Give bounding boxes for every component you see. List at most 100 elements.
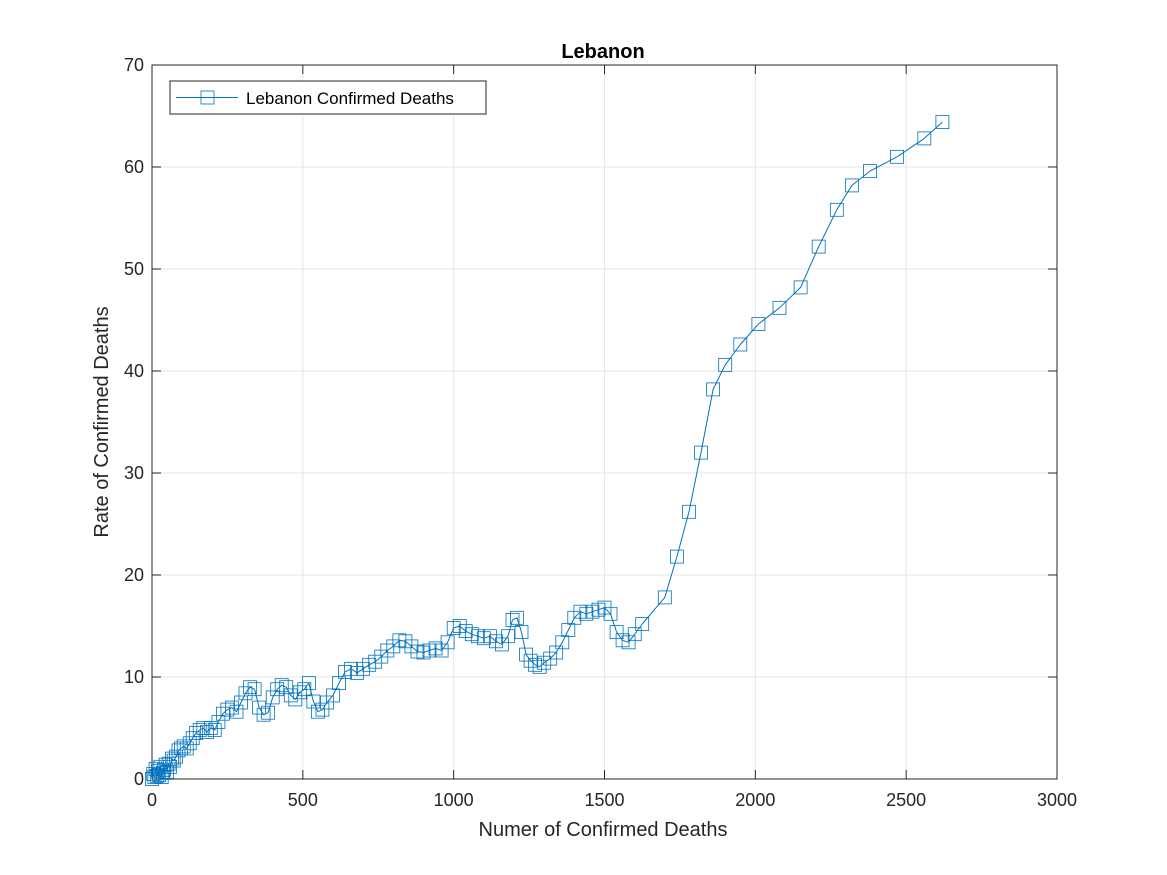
data-point-marker <box>154 770 169 784</box>
data-point-marker <box>238 686 253 701</box>
y-tick-label: 50 <box>124 259 144 279</box>
y-axis-title: Rate of Confirmed Deaths <box>91 306 113 537</box>
data-point-marker <box>279 680 294 695</box>
data-point-marker <box>917 131 932 146</box>
y-tick-label: 0 <box>134 769 144 789</box>
data-point-marker <box>234 695 248 710</box>
data-point-marker <box>670 549 684 564</box>
data-point-marker <box>374 649 389 664</box>
data-point-marker <box>229 704 244 719</box>
data-point-marker <box>488 634 503 649</box>
data-point-marker <box>682 504 696 519</box>
data-point-marker <box>464 627 479 642</box>
data-point-marker <box>890 149 904 164</box>
data-point-marker <box>270 682 285 697</box>
data-point-marker <box>829 202 844 217</box>
data-point-marker <box>537 655 552 670</box>
data-point-marker <box>452 619 467 633</box>
data-point-marker <box>356 661 371 676</box>
data-point-marker <box>261 705 276 720</box>
data-point-marker <box>549 645 564 660</box>
data-point-marker <box>310 704 325 719</box>
chart-title: Lebanon <box>561 41 644 63</box>
data-point-marker <box>145 772 159 786</box>
data-point-marker <box>398 634 413 649</box>
data-point-marker <box>585 604 600 619</box>
x-tick-label: 500 <box>288 790 318 810</box>
data-point-marker <box>326 688 340 703</box>
data-point-marker <box>211 715 226 729</box>
data-point-marker <box>146 767 161 781</box>
data-point-marker <box>694 445 708 460</box>
y-tick-label: 20 <box>124 565 144 585</box>
x-tick-label: 2500 <box>886 790 926 810</box>
data-point-marker <box>185 731 200 746</box>
y-tick-label: 40 <box>124 361 144 381</box>
data-point-marker <box>256 707 271 722</box>
data-point-marker <box>220 702 235 717</box>
data-point-marker <box>591 602 606 617</box>
data-point-marker <box>845 178 859 193</box>
data-point-marker <box>482 629 497 644</box>
axis-ticks: 0 500 1000 1500 2000 2500 3000 0 10 20 30 40 50 60 70 <box>124 55 1077 810</box>
data-point-marker <box>615 633 630 648</box>
data-point-marker <box>446 621 461 635</box>
data-point-marker <box>751 317 766 332</box>
legend: Lebanon Confirmed Deaths <box>169 80 487 115</box>
data-point-marker <box>733 337 748 352</box>
data-point-marker <box>510 610 524 625</box>
data-point-marker <box>265 690 280 705</box>
y-tick-label: 70 <box>124 55 144 75</box>
data-point-marker <box>532 659 547 674</box>
data-point-marker <box>434 643 449 658</box>
x-tick-label: 1000 <box>434 790 474 810</box>
y-tick-label: 60 <box>124 157 144 177</box>
data-point-marker <box>288 692 303 707</box>
data-point-marker <box>179 741 194 756</box>
data-point-marker <box>470 629 485 644</box>
data-point-marker <box>368 654 383 669</box>
x-tick-label: 3000 <box>1037 790 1077 810</box>
data-point-marker <box>338 665 353 679</box>
data-point-marker <box>863 164 877 179</box>
data-point-marker <box>320 695 334 710</box>
data-point-marker <box>189 726 203 740</box>
data-point-marker <box>176 739 191 754</box>
data-point-marker <box>199 725 214 739</box>
data-point-marker <box>196 721 211 735</box>
data-point-marker <box>362 657 377 672</box>
data-point-marker <box>718 357 733 372</box>
legend-marker-sample <box>200 90 215 105</box>
y-tick-label: 10 <box>124 667 144 687</box>
data-point-marker <box>171 743 186 758</box>
data-point-marker <box>416 645 431 660</box>
data-point-marker <box>410 644 425 659</box>
data-point-marker <box>706 382 720 397</box>
data-point-marker <box>505 613 520 627</box>
data-point-marker <box>501 629 515 644</box>
data-point-marker <box>561 623 576 637</box>
data-point-marker <box>243 680 257 695</box>
data-point-marker <box>603 606 618 621</box>
data-point-marker <box>203 721 218 735</box>
data-point-marker <box>609 625 624 639</box>
data-point-marker <box>274 678 289 693</box>
data-point-marker <box>301 676 316 690</box>
data-point-marker <box>283 688 298 703</box>
legend-label: Lebanon Confirmed Deaths <box>246 89 454 108</box>
data-point-marker <box>793 280 808 295</box>
data-point-marker <box>315 702 330 717</box>
x-tick-label: 0 <box>147 790 157 810</box>
data-point-marker <box>458 624 473 638</box>
data-point-marker <box>772 300 787 315</box>
data-point-marker <box>543 651 558 666</box>
x-tick-label: 1500 <box>584 790 624 810</box>
y-tick-label: 30 <box>124 463 144 483</box>
data-point-marker <box>514 625 529 639</box>
data-point-marker <box>573 604 588 619</box>
data-point-marker <box>811 239 826 254</box>
data-point-marker <box>157 762 172 777</box>
x-tick-label: 2000 <box>735 790 775 810</box>
